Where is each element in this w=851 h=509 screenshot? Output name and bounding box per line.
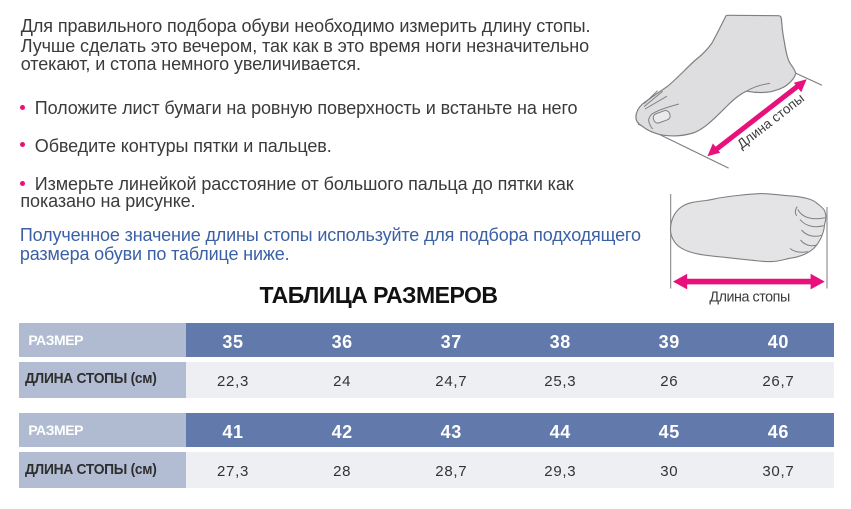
svg-text:Длина стопы: Длина стопы	[709, 290, 790, 306]
svg-text:Длина стопы: Длина стопы	[734, 91, 807, 152]
